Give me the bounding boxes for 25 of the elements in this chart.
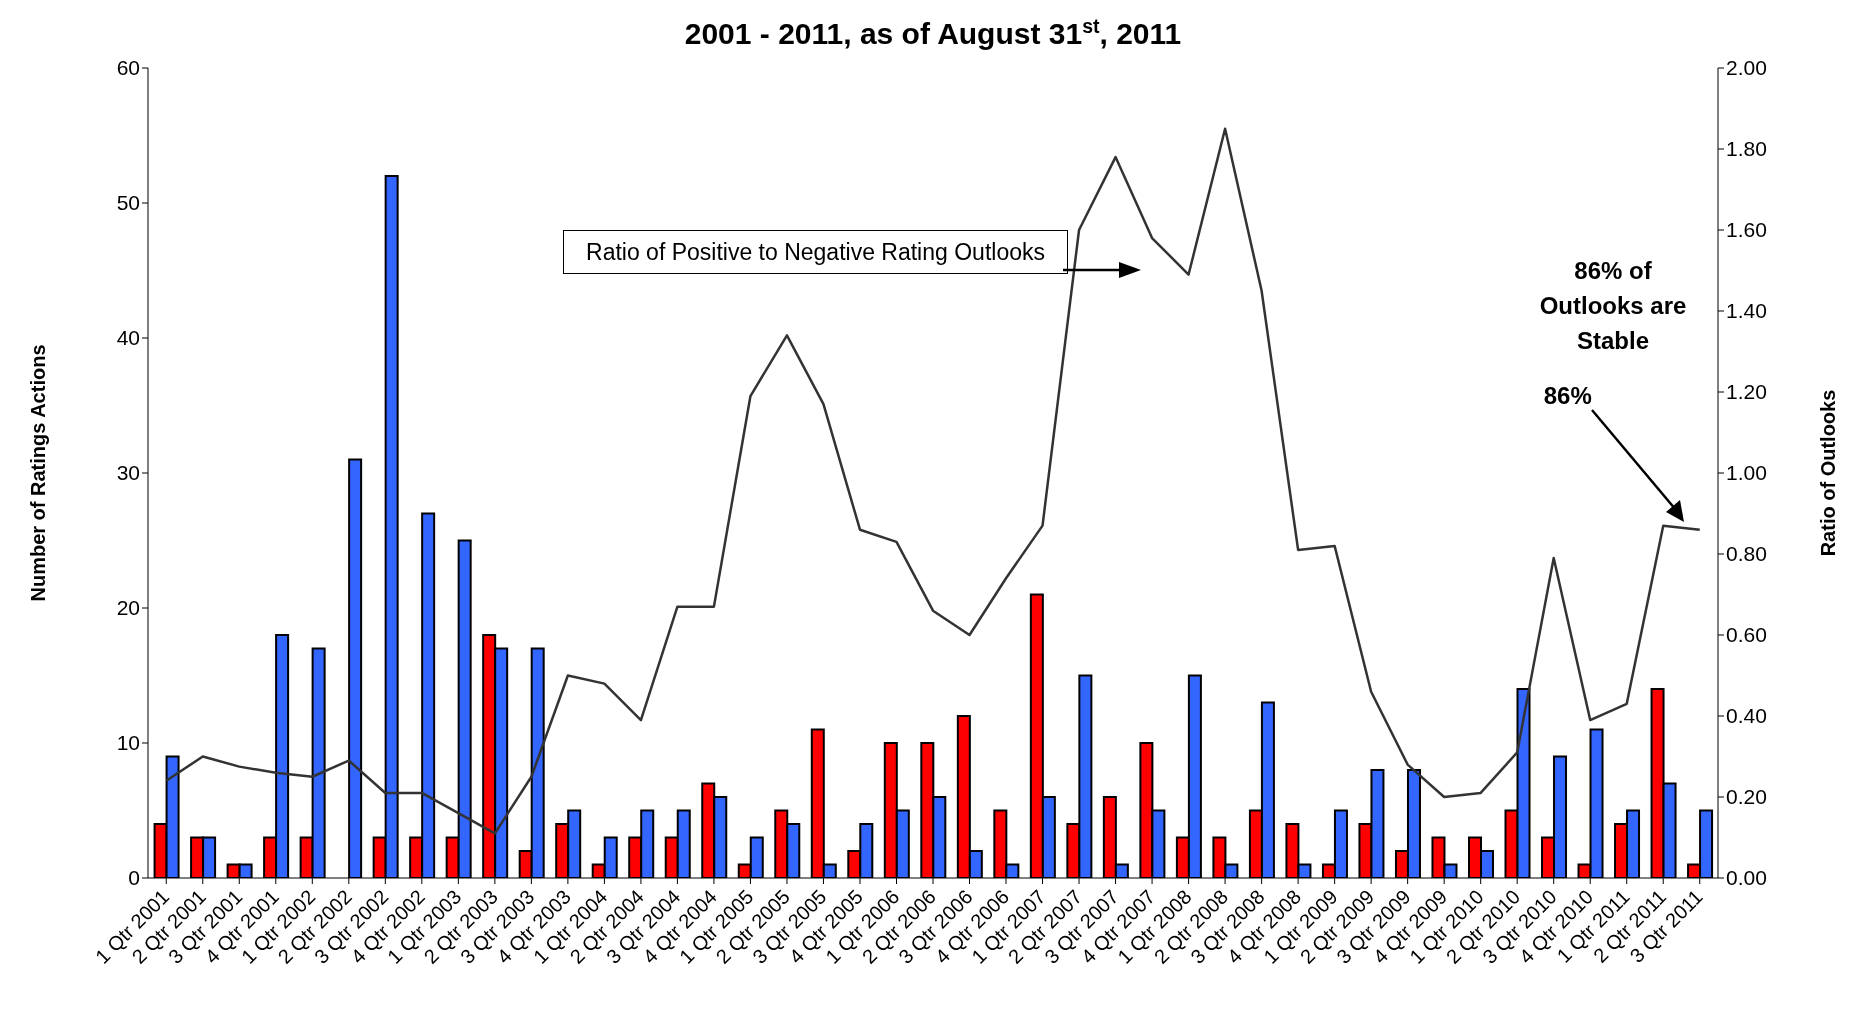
y-tick-label: 60 — [116, 56, 140, 80]
y2-tick-label: 0.60 — [1726, 623, 1767, 647]
y2-tick-label: 0.20 — [1726, 785, 1767, 809]
y-tick-label: 10 — [116, 731, 140, 755]
annotation: Ratio of Positive to Negative Rating Outlooks — [563, 230, 1068, 274]
y2-tick-label: 1.20 — [1726, 380, 1767, 404]
chart-title: 2001 - 2011, as of August 31$^{st}$, 2011 — [684, 15, 1182, 50]
y-tick-label: 40 — [116, 326, 140, 350]
y2-tick-label: 1.40 — [1726, 299, 1767, 323]
line-series — [165, 127, 1701, 835]
y2-tick-label: 2.00 — [1726, 56, 1767, 80]
y2-tick-label: 0.80 — [1726, 542, 1767, 566]
y-tick-label: 30 — [116, 461, 140, 485]
y2-axis-title: Ratio of Outlooks — [1817, 389, 1840, 557]
y-tick-label: 20 — [116, 596, 140, 620]
y-tick-label: 50 — [116, 191, 140, 215]
y2-tick-label: 1.60 — [1726, 218, 1767, 242]
y2-tick-label: 0.40 — [1726, 704, 1767, 728]
annotation: 86% — [1542, 381, 1592, 410]
y2-tick-label: 0.00 — [1726, 866, 1767, 890]
y-tick-label: 0 — [128, 866, 140, 890]
y-axis-title: Number of Ratings Actions — [27, 344, 50, 602]
y2-tick-label: 1.00 — [1726, 461, 1767, 485]
annotation: 86% of Outlooks are Stable — [1538, 256, 1688, 356]
y2-tick-label: 1.80 — [1726, 137, 1767, 161]
